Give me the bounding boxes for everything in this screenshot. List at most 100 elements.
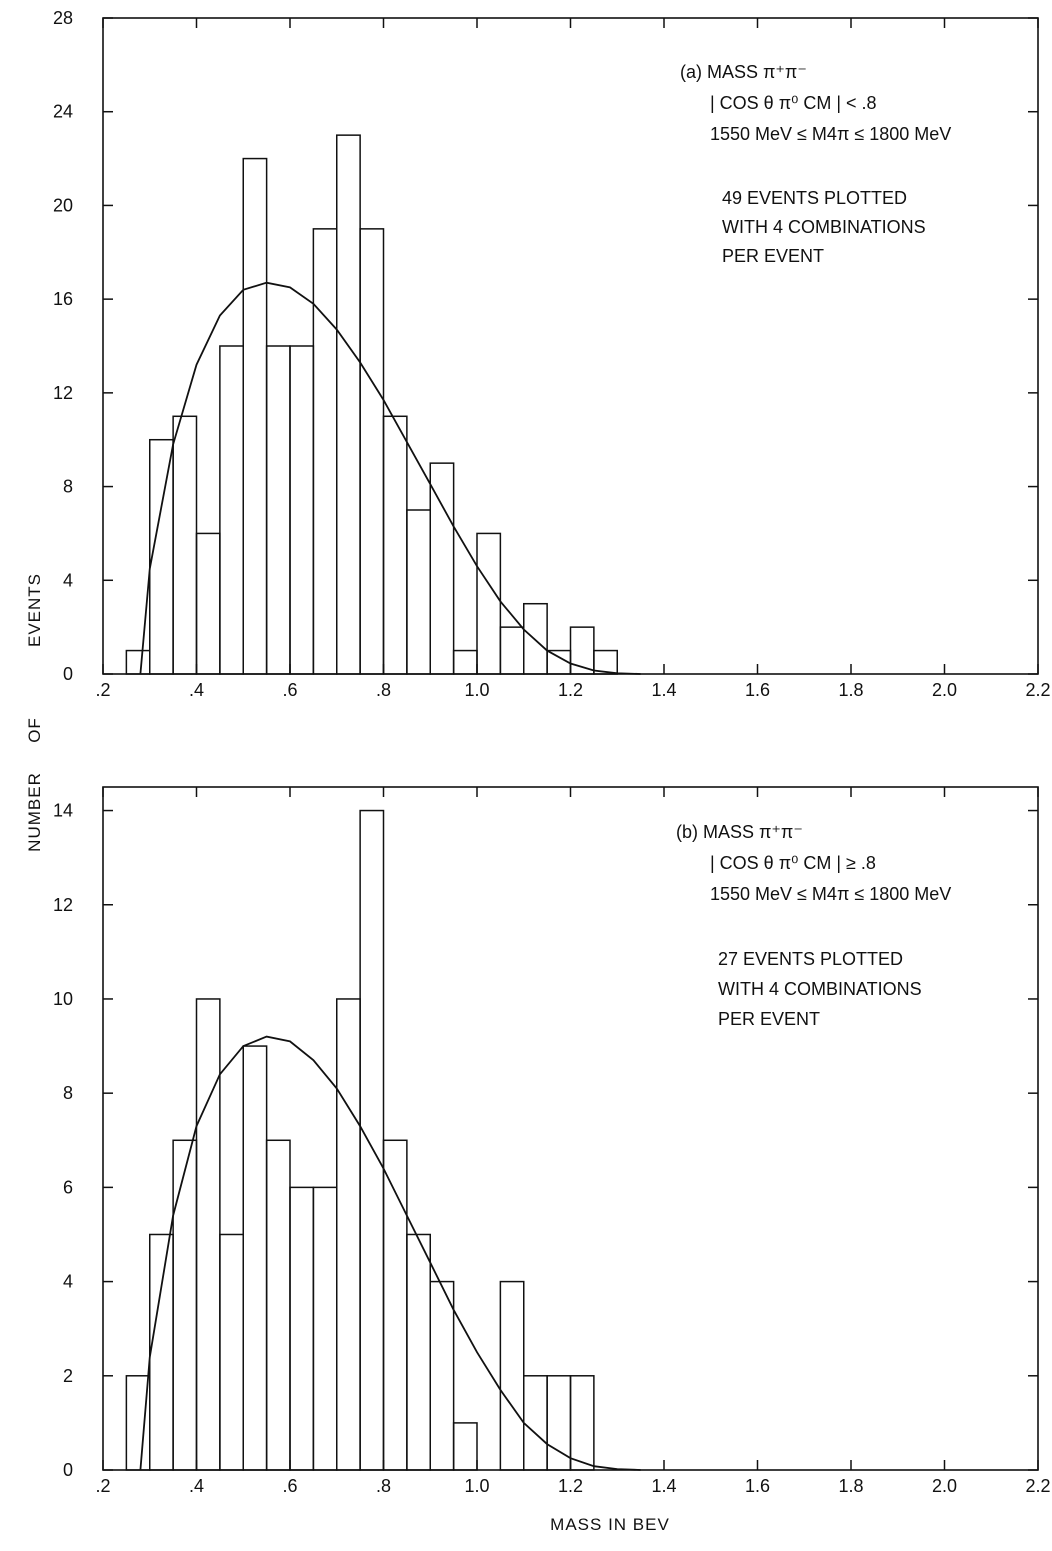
panel-a-annotation-line-5: WITH 4 COMBINATIONS	[722, 217, 926, 237]
panel-b-x-tick-label: 1.2	[558, 1476, 583, 1496]
panel-b-x-tick-label: 1.8	[838, 1476, 863, 1496]
y-axis-title-word-1: NUMBER	[25, 772, 44, 852]
panel-a-x-tick-label: 1.4	[651, 680, 676, 700]
panel-b-histogram-bin	[406, 1233, 431, 1471]
panel-b-annotation-line-5: WITH 4 COMBINATIONS	[718, 979, 922, 999]
panel-b-annotation-line-1: (b) MASS π⁺π⁻	[676, 822, 803, 842]
panel-a-x-tick-label: .4	[189, 680, 204, 700]
panel-b-annotation-line-3: 1550 MeV ≤ M4π ≤ 1800 MeV	[710, 884, 951, 904]
panel-b-histogram-bin	[172, 1139, 198, 1471]
y-axis-title-word-3: EVENTS	[25, 573, 44, 647]
panel-b-histogram-bin	[429, 1280, 455, 1471]
panel-a-histogram-bin	[195, 532, 221, 675]
panel-a-annotation-line-6: PER EVENT	[722, 246, 824, 266]
panel-a-histogram-bin	[336, 134, 361, 675]
panel-a-histogram-bin	[382, 415, 408, 675]
panel-b-histogram-bin	[523, 1375, 548, 1471]
panel-a-histogram-bin	[476, 532, 502, 675]
panel-b-annotation-line-2: | COS θ π⁰ CM | ≥ .8	[710, 853, 876, 873]
panel-b-annotation-line-6: PER EVENT	[718, 1009, 820, 1029]
panel-a-y-tick-label: 0	[63, 664, 73, 684]
panel-a-histogram-bin	[312, 228, 338, 675]
panel-b-x-tick-label: .8	[376, 1476, 391, 1496]
panel-a-histogram-bin	[125, 649, 151, 675]
panel-b-x-tick-label: 2.2	[1025, 1476, 1050, 1496]
panel-b-histogram-bin	[219, 1233, 244, 1471]
panel-b-histogram-bin	[149, 1233, 174, 1471]
panel-b-x-tick-label: 2.0	[932, 1476, 957, 1496]
panel-b-y-tick-label: 14	[53, 801, 73, 821]
panel-b-x-tick-label: 1.4	[651, 1476, 676, 1496]
panel-b-x-tick-label: .6	[282, 1476, 297, 1496]
panel-b-x-tick-label: 1.0	[464, 1476, 489, 1496]
panel-a-histogram-bin	[593, 649, 618, 675]
panel-a-y-tick-label: 16	[53, 289, 73, 309]
panel-a-histogram-bin	[172, 415, 198, 675]
panel-b-histogram-bin	[359, 809, 385, 1471]
panel-b-y-tick-label: 10	[53, 989, 73, 1009]
y-axis-title: NUMBER OF EVENTS	[25, 573, 44, 852]
panel-a-y-tick-label: 24	[53, 102, 73, 122]
panel-a-x-tick-label: 1.0	[464, 680, 489, 700]
panel-b-histogram-bin	[312, 1186, 338, 1471]
panel-a-annotation-line-4: 49 EVENTS PLOTTED	[722, 188, 907, 208]
panel-b-histogram-bin	[289, 1186, 315, 1471]
panel-a-annotation-line-3: 1550 MeV ≤ M4π ≤ 1800 MeV	[710, 124, 951, 144]
panel-a-histogram-bin	[219, 345, 244, 675]
panel-a-histogram-bin	[149, 438, 174, 675]
panel-b-histogram-bin	[336, 998, 361, 1471]
panel-a-histogram-bin	[359, 228, 385, 675]
panel-a-histogram	[125, 134, 618, 675]
panel-a-histogram-bin	[429, 462, 455, 675]
panel-a-annotation: (a) MASS π⁺π⁻ | COS θ π⁰ CM | < .8 1550 …	[680, 62, 951, 266]
panel-b-ticks: .2 .4 .6 .8 1.0 1.2 1.4 1.6 1.8 2.0 2.2 0 2 4 6 8 10 12 14	[53, 787, 1051, 1496]
panel-b-annotation-line-4: 27 EVENTS PLOTTED	[718, 949, 903, 969]
panel-a-x-tick-label: .8	[376, 680, 391, 700]
panel-b-x-tick-label: 1.6	[745, 1476, 770, 1496]
panel-b-y-tick-label: 0	[63, 1460, 73, 1480]
panel-a-histogram-bin	[452, 649, 478, 675]
panel-b-annotation: (b) MASS π⁺π⁻ | COS θ π⁰ CM | ≥ .8 1550 …	[676, 822, 951, 1029]
panel-a-histogram-bin	[523, 602, 548, 675]
panel-a-y-tick-label: 12	[53, 383, 73, 403]
panel-a-histogram-bin	[499, 626, 525, 675]
panel-b-y-tick-label: 8	[63, 1083, 73, 1103]
panel-a-y-tick-label: 8	[63, 477, 73, 497]
panel-b-histogram-bin	[569, 1375, 595, 1471]
panel-a-x-tick-label: 1.6	[745, 680, 770, 700]
panel-a-y-tick-label: 4	[63, 570, 73, 590]
panel-b-y-tick-label: 12	[53, 895, 73, 915]
panel-a-x-tick-label: 1.8	[838, 680, 863, 700]
panel-b-y-tick-label: 4	[63, 1272, 73, 1292]
panel-b-histogram-bin	[195, 998, 221, 1471]
panel-b-y-tick-label: 2	[63, 1366, 73, 1386]
panel-b-histogram-bin	[452, 1422, 478, 1471]
panel-a-x-tick-label: .2	[95, 680, 110, 700]
panel-b-histogram	[125, 809, 595, 1471]
panel-a-x-tick-label: 2.2	[1025, 680, 1050, 700]
panel-a-histogram-bin	[406, 509, 431, 675]
panel-b-histogram-bin	[265, 1139, 291, 1471]
panel-b-histogram-bin	[382, 1139, 408, 1471]
panel-a-histogram-bin	[289, 345, 315, 675]
panel-a-y-tick-label: 20	[53, 195, 73, 215]
panel-b-histogram-bin	[242, 1045, 268, 1471]
panel-b: .2 .4 .6 .8 1.0 1.2 1.4 1.6 1.8 2.0 2.2 0 2 4 6 8 10 12 14…	[53, 786, 1051, 1496]
panel-a-x-tick-label: 1.2	[558, 680, 583, 700]
panel-b-y-tick-label: 6	[63, 1177, 73, 1197]
panel-a-ticks: .2 .4 .6 .8 1.0 1.2 1.4 1.6 1.8 2.0 2.2 0 4 8 12 16 20 24…	[53, 8, 1051, 700]
panel-b-histogram-bin	[499, 1280, 525, 1471]
panel-a-histogram-bin	[265, 345, 291, 675]
panel-a-y-tick-label: 28	[53, 8, 73, 28]
y-axis-title-word-2: OF	[25, 717, 44, 743]
panel-a-fit-curve	[139, 281, 641, 675]
panel-b-fit-curve	[139, 1035, 641, 1471]
x-axis-title: MASS IN BEV	[550, 1515, 670, 1534]
panel-a-x-tick-label: .6	[282, 680, 297, 700]
panel-a-histogram-bin	[242, 157, 268, 675]
panel-a-annotation-line-2: | COS θ π⁰ CM | < .8	[710, 93, 877, 113]
panel-a-annotation-line-1: (a) MASS π⁺π⁻	[680, 62, 807, 82]
panel-b-x-tick-label: .4	[189, 1476, 204, 1496]
panel-a-x-tick-label: 2.0	[932, 680, 957, 700]
